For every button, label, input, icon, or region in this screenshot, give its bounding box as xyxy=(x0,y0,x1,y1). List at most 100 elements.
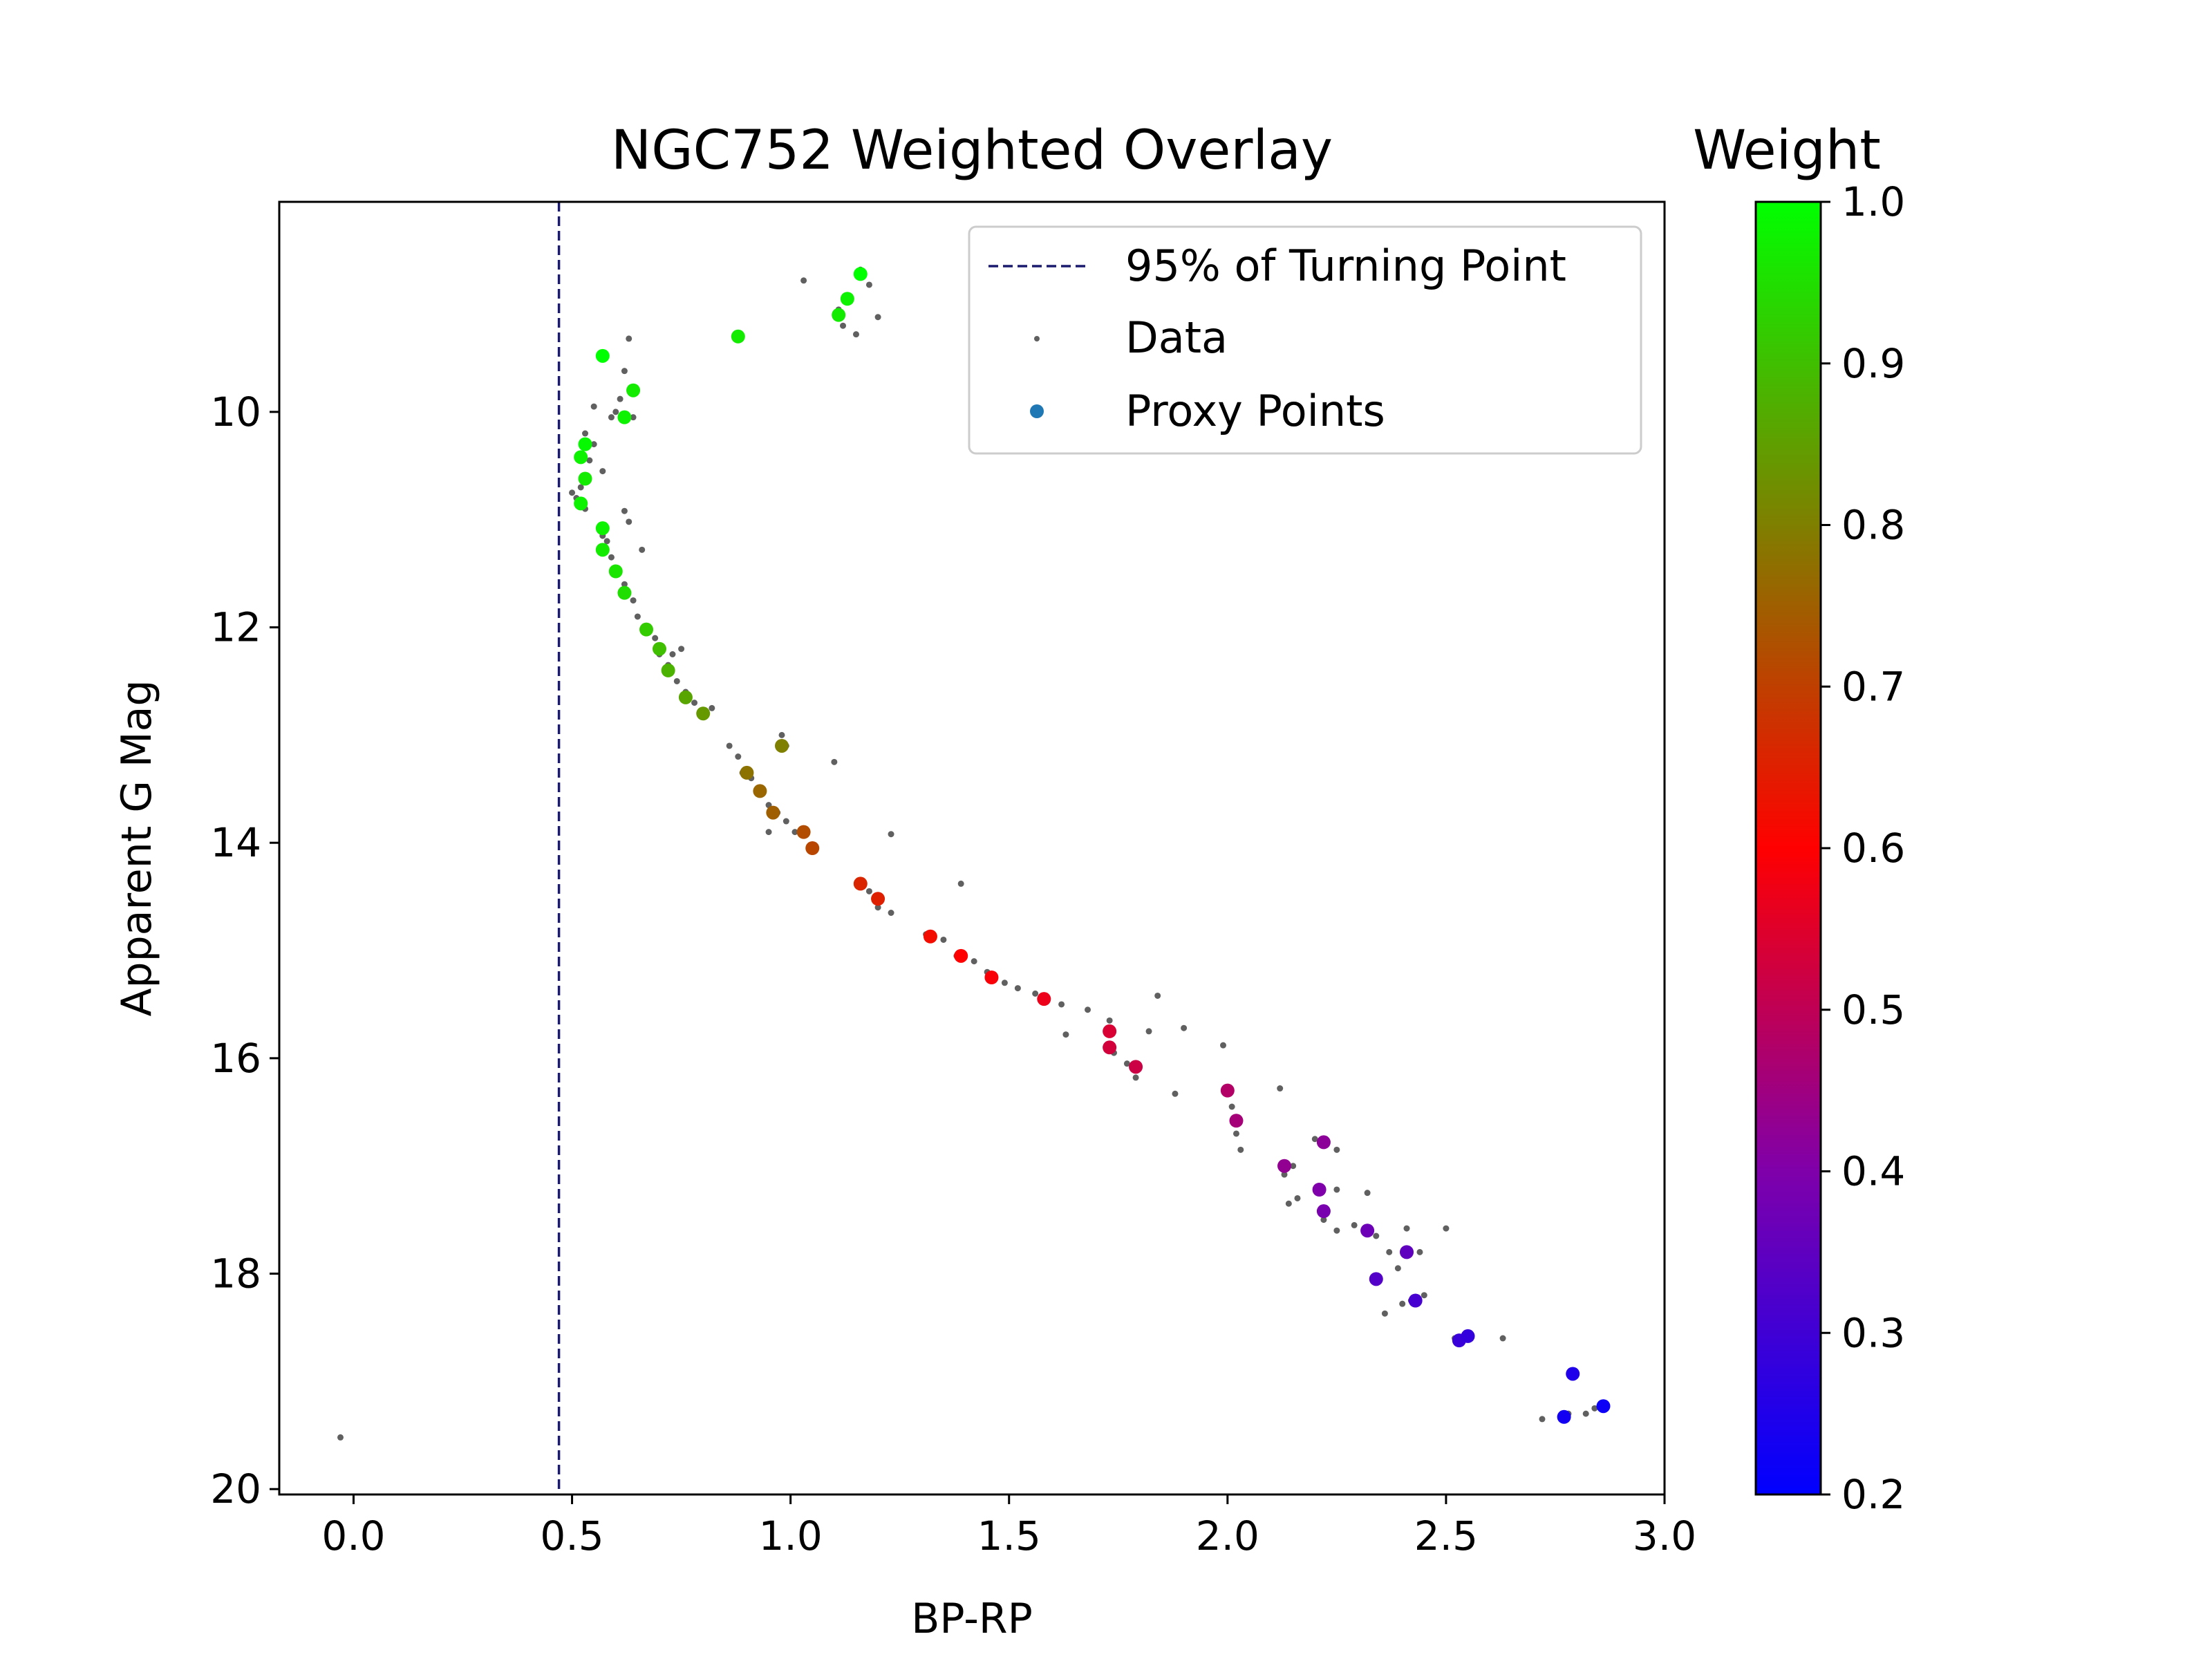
data-point xyxy=(1277,1085,1284,1092)
data-point xyxy=(1373,1232,1380,1239)
data-point xyxy=(1058,1001,1065,1008)
colorbar-tick-label: 0.3 xyxy=(1841,1309,1905,1356)
data-point xyxy=(1582,1410,1589,1417)
proxy-point xyxy=(775,738,789,753)
data-point xyxy=(1320,1217,1327,1224)
data-point xyxy=(735,753,742,760)
data-point xyxy=(1311,1136,1318,1143)
colorbar-tick-label: 0.9 xyxy=(1841,340,1905,387)
proxy-point xyxy=(766,805,780,820)
data-point xyxy=(590,403,597,410)
legend-data-label: Data xyxy=(1125,312,1228,363)
proxy-point xyxy=(1316,1135,1331,1150)
proxy-point xyxy=(1229,1114,1244,1128)
colorbar-tick-label: 0.8 xyxy=(1841,502,1905,549)
colorbar: Weight 0.2 0.3 0.4 0.5 0.6 0.7 0.8 0.9 1.0 xyxy=(1693,120,1905,1518)
proxy-point xyxy=(578,437,592,451)
legend-frame xyxy=(968,225,1642,455)
y-tick-label: 18 xyxy=(210,1250,261,1297)
data-point xyxy=(612,409,619,415)
legend-proxy-marker xyxy=(1030,404,1044,418)
data-point xyxy=(709,704,715,711)
proxy-point xyxy=(626,383,641,397)
proxy-point xyxy=(840,292,854,306)
colorbar-tick-label: 0.2 xyxy=(1841,1471,1905,1518)
data-point xyxy=(940,936,947,943)
data-point xyxy=(634,613,641,620)
x-tick-label: 0.0 xyxy=(321,1512,385,1559)
proxy-point xyxy=(923,929,937,944)
chart-title: NGC752 Weighted Overlay xyxy=(611,120,1333,182)
data-point xyxy=(1591,1405,1598,1412)
colorbar-title: Weight xyxy=(1693,120,1881,182)
data-point xyxy=(1232,1130,1239,1137)
proxy-point xyxy=(595,521,610,536)
data-point xyxy=(1399,1300,1406,1307)
data-point xyxy=(608,414,615,421)
colorbar-tick-label: 0.4 xyxy=(1841,1148,1905,1195)
data-point xyxy=(582,430,589,437)
colorbar-tick-label: 1.0 xyxy=(1841,178,1905,225)
y-tick-label: 20 xyxy=(210,1465,261,1512)
data-point xyxy=(1333,1227,1340,1234)
y-ticks: 10 12 14 16 18 20 xyxy=(210,388,279,1512)
data-point xyxy=(1539,1416,1546,1423)
y-tick-label: 16 xyxy=(210,1035,261,1082)
data-point xyxy=(673,677,680,684)
data-point xyxy=(888,831,894,838)
data-point xyxy=(617,395,624,402)
data-point xyxy=(1172,1090,1179,1097)
data-point xyxy=(569,489,576,496)
data-point xyxy=(888,910,894,916)
data-point xyxy=(1351,1221,1358,1228)
colorbar-tick-label: 0.7 xyxy=(1841,663,1905,710)
data-point xyxy=(678,646,685,653)
proxy-point xyxy=(1312,1182,1327,1197)
data-point xyxy=(652,635,659,641)
data-point xyxy=(590,441,597,448)
data-point xyxy=(1154,992,1161,999)
data-point xyxy=(1145,1028,1152,1035)
proxy-point xyxy=(595,348,610,363)
data-point xyxy=(791,829,798,836)
proxy-point xyxy=(832,308,846,322)
data-point xyxy=(852,331,859,338)
data-point xyxy=(1294,1194,1301,1201)
data-point xyxy=(639,546,646,553)
data-point xyxy=(1499,1335,1506,1342)
proxy-point xyxy=(1220,1083,1235,1098)
proxy-point xyxy=(617,410,632,424)
data-point xyxy=(621,507,628,514)
colorbar-ticks: 0.2 0.3 0.4 0.5 0.6 0.7 0.8 0.9 1.0 xyxy=(1821,178,1905,1518)
proxy-point xyxy=(1596,1399,1611,1414)
proxy-point xyxy=(1277,1159,1292,1173)
x-tick-label: 1.0 xyxy=(759,1512,823,1559)
data-point xyxy=(1123,1060,1130,1067)
data-point xyxy=(669,651,676,657)
data-point xyxy=(1403,1225,1410,1232)
data-point xyxy=(800,277,807,284)
proxy-point xyxy=(740,765,754,780)
proxy-point xyxy=(639,622,654,637)
proxy-point xyxy=(696,706,711,721)
colorbar-tick-label: 0.6 xyxy=(1841,825,1905,872)
data-point xyxy=(626,518,632,525)
data-point xyxy=(765,829,772,836)
data-point xyxy=(726,742,733,749)
data-point xyxy=(874,904,881,911)
proxy-point xyxy=(1103,1040,1117,1055)
data-point xyxy=(630,414,637,421)
proxy-point xyxy=(661,663,675,677)
data-point xyxy=(1421,1292,1427,1299)
data-point xyxy=(1281,1171,1288,1178)
data-point xyxy=(865,281,872,288)
colorbar-tick-label: 0.5 xyxy=(1841,986,1905,1033)
proxy-point xyxy=(805,841,820,855)
plot-marks xyxy=(337,202,1611,1494)
data-point xyxy=(957,880,964,887)
data-point xyxy=(1285,1200,1292,1207)
proxy-point xyxy=(1408,1293,1423,1308)
proxy-point xyxy=(1129,1060,1143,1074)
data-point xyxy=(865,888,872,894)
